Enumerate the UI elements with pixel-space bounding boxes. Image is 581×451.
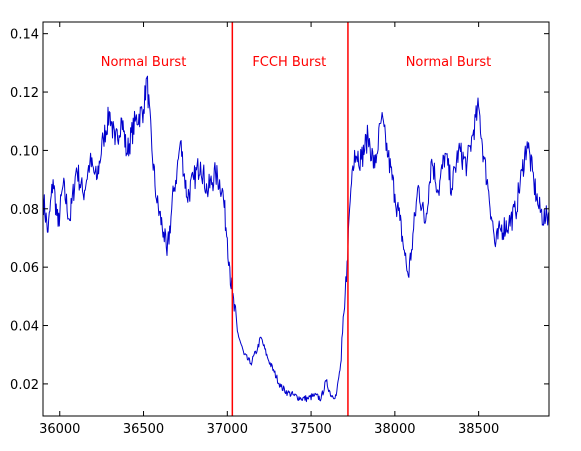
y-tick-label: 0.14 [10,28,39,43]
series-layer [42,75,550,403]
x-tick-label: 36500 [123,422,164,437]
x-axis: 36000 36500 37000 37500 38000 38500 [39,22,499,437]
y-tick-label: 0.10 [10,144,39,159]
y-tick-label: 0.08 [10,203,39,218]
y-tick-label: 0.12 [10,86,39,101]
y-tick-label: 0.04 [10,320,39,335]
y-tick-label: 0.02 [10,378,39,393]
x-tick-label: 38500 [458,422,499,437]
x-tick-label: 37000 [207,422,248,437]
annotation-label: Normal Burst [406,55,492,70]
y-tick-label: 0.06 [10,261,39,276]
annotation-label: FCCH Burst [252,55,326,70]
y-axis: 0.02 0.04 0.06 0.08 0.10 0.12 0.14 [10,28,549,393]
vertical-line-layer [231,22,349,416]
annotation-label: Normal Burst [101,55,187,70]
x-tick-label: 38000 [374,422,415,437]
annotation-layer: Normal Burst FCCH Burst Normal Burst [101,55,491,70]
plot-frame [42,21,550,417]
x-tick-label: 36000 [39,422,80,437]
series-line-0 [42,75,550,403]
x-tick-label: 37500 [290,422,331,437]
